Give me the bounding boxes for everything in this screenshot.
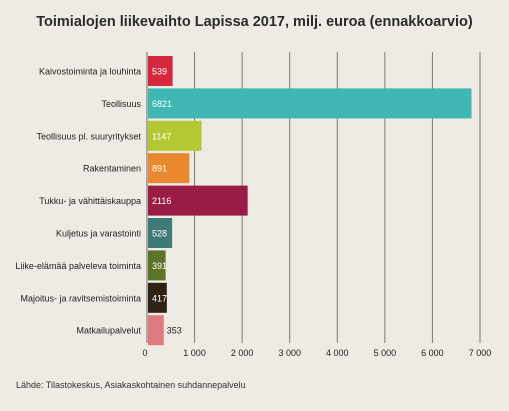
category-label: Rakentaminen: [83, 164, 141, 174]
bar: [148, 56, 173, 86]
bar-value-label: 1147: [152, 131, 171, 141]
category-labels: Kaivostoiminta ja louhinta Teollisuus Teol…: [15, 67, 141, 336]
category-label: Kuljetus ja varastointi: [56, 229, 141, 239]
x-tick-label: 5 000: [374, 348, 397, 358]
category-label: Liike-elämää palveleva toiminta: [15, 261, 141, 271]
x-tick-label: 0: [142, 348, 147, 358]
x-tick-label: 7 000: [469, 348, 492, 358]
bar-value-label: 528: [152, 229, 167, 239]
x-tick-label: 6 000: [421, 348, 444, 358]
bars: 539 6821 1147 891 2116 528 391 417 353: [148, 56, 472, 346]
bar: [148, 282, 167, 313]
x-tick-label: 4 000: [326, 348, 349, 358]
category-label: Tukku- ja vähittäiskauppa: [39, 196, 141, 206]
category-label: Kaivostoiminta ja louhinta: [39, 67, 141, 77]
bar: [148, 153, 190, 184]
x-tick-label: 3 000: [278, 348, 301, 358]
bar-value-label: 353: [167, 326, 182, 336]
chart-title: Toimialojen liikevaihto Lapissa 2017, mi…: [36, 14, 473, 30]
category-label: Teollisuus: [101, 99, 141, 109]
bar-value-label: 891: [152, 164, 167, 174]
bar-value-label: 417: [152, 293, 167, 303]
bar: [148, 185, 248, 216]
source-note: Lähde: Tilastokeskus, Asiakaskohtainen s…: [16, 380, 246, 390]
bar-value-label: 391: [152, 261, 167, 271]
bar: [148, 315, 164, 346]
bar-value-label: 539: [152, 67, 167, 77]
bar: [148, 120, 202, 151]
category-label: Matkailupalvelut: [76, 326, 141, 336]
bar-value-label: 6821: [152, 99, 172, 109]
category-label: Teollisuus pl. suuryritykset: [36, 131, 141, 141]
bar: [148, 88, 472, 119]
x-tick-labels: 0 1 000 2 000 3 000 4 000 5 000 6 000 7 000: [142, 348, 491, 358]
bar-value-label: 2116: [152, 196, 171, 206]
bar: [148, 218, 173, 248]
x-tick-label: 1 000: [183, 348, 206, 358]
bar: [148, 250, 166, 281]
x-tick-label: 2 000: [231, 348, 254, 358]
category-label: Majoitus- ja ravitsemistoiminta: [20, 293, 141, 303]
